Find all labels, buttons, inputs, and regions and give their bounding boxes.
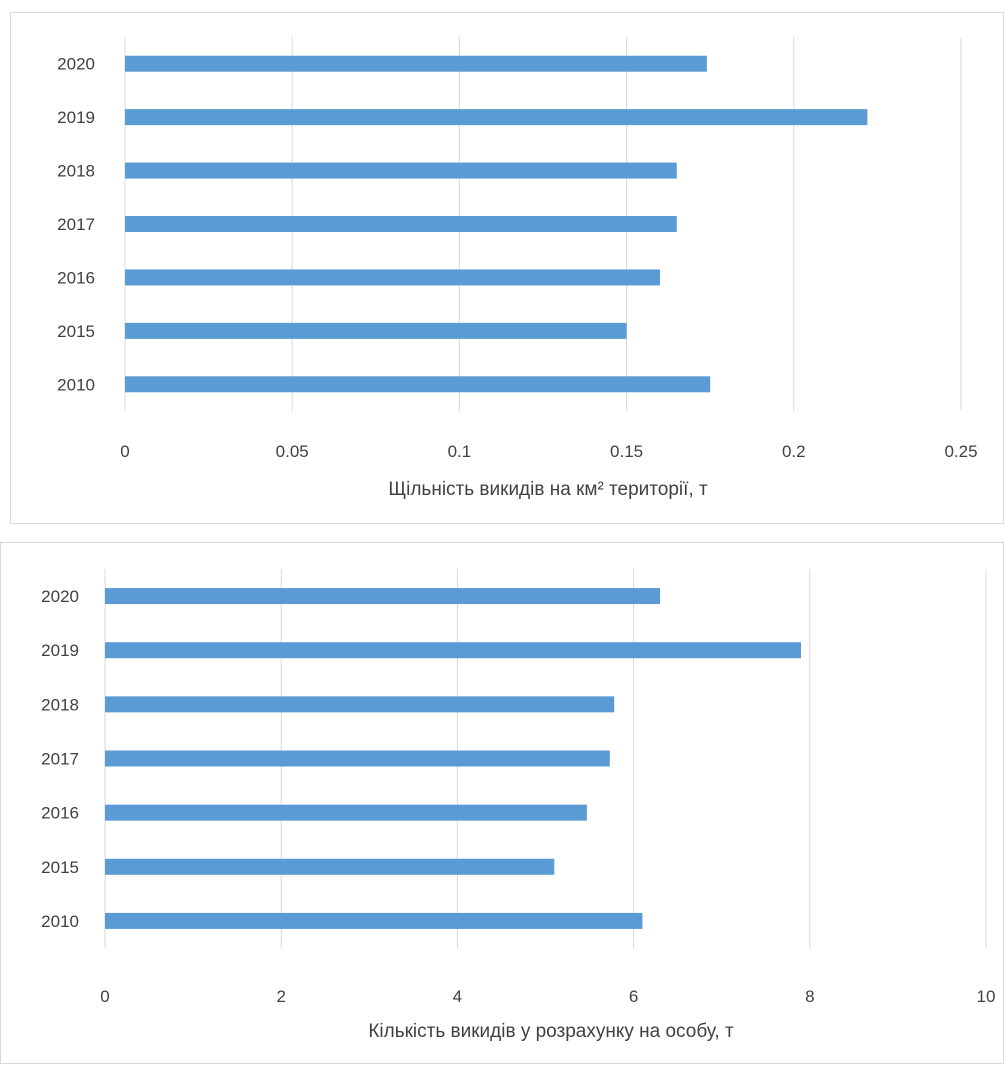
- x-tick-label: 8: [805, 987, 814, 1006]
- x-tick-label: 4: [453, 987, 462, 1006]
- y-category-label: 2019: [57, 108, 95, 127]
- bar-2015: [105, 858, 555, 875]
- y-category-label: 2015: [41, 858, 79, 877]
- bar-2010: [125, 376, 711, 393]
- y-category-label: 2018: [57, 162, 95, 181]
- x-tick-label: 2: [276, 987, 285, 1006]
- x-tick-label: 0.1: [448, 442, 472, 461]
- bar-2020: [125, 55, 707, 72]
- x-tick-label: 10: [977, 987, 996, 1006]
- y-category-label: 2017: [41, 750, 79, 769]
- bar-2019: [105, 642, 801, 659]
- bar-2017: [105, 750, 610, 767]
- chart-panel-per-capita: 0 2 4 6 8 10 2010 2015 2016 2017 2018 2019 2020 Кільк…: [0, 542, 1004, 1064]
- y-category-label: 2020: [57, 55, 95, 74]
- y-category-label: 2020: [41, 587, 79, 606]
- x-tick-label: 0: [100, 987, 109, 1006]
- chart-panel-density: 0 0.05 0.1 0.15 0.2 0.25 2010 2015 2016 2017 2018 2…: [10, 12, 1004, 524]
- y-category-label: 2019: [41, 641, 79, 660]
- bar-2016: [105, 804, 587, 821]
- bar-2018: [105, 696, 615, 713]
- x-tick-label: 0.15: [610, 442, 643, 461]
- y-category-label: 2017: [57, 215, 95, 234]
- y-category-label: 2016: [41, 804, 79, 823]
- bar-2016: [125, 269, 661, 286]
- y-category-label: 2010: [41, 912, 79, 931]
- x-axis-title: Кількість викидів у розрахунку на особу,…: [368, 1021, 734, 1042]
- bar-2019: [125, 109, 868, 126]
- x-axis-title: Щільність викидів на км² території, т: [388, 479, 708, 500]
- bar-2010: [105, 912, 643, 929]
- y-category-label: 2018: [41, 695, 79, 714]
- x-tick-label: 0.25: [944, 442, 977, 461]
- x-tick-label: 0.2: [782, 442, 806, 461]
- y-category-label: 2015: [57, 322, 95, 341]
- chart-density-svg: 0 0.05 0.1 0.15 0.2 0.25 2010 2015 2016 2017 2018 2…: [57, 37, 978, 500]
- y-category-label: 2010: [57, 375, 95, 394]
- y-category-label: 2016: [57, 268, 95, 287]
- x-tick-label: 6: [629, 987, 638, 1006]
- chart-per-capita-svg: 0 2 4 6 8 10 2010 2015 2016 2017 2018 2019 2020 Кільк…: [41, 569, 996, 1042]
- x-tick-label: 0.05: [276, 442, 309, 461]
- bar-2020: [105, 588, 661, 605]
- bar-2015: [125, 322, 627, 339]
- x-tick-label: 0: [120, 442, 129, 461]
- bar-2017: [125, 216, 677, 232]
- bar-2018: [125, 162, 677, 179]
